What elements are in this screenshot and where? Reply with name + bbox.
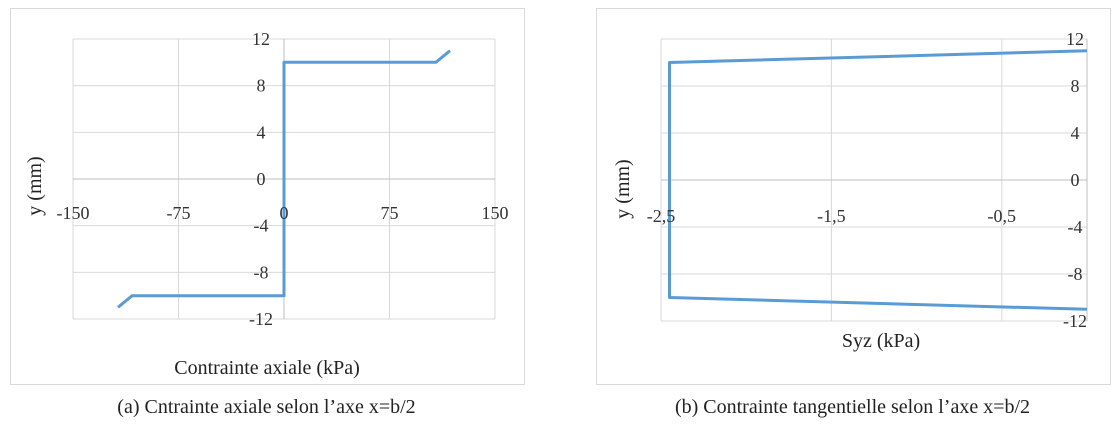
chart-b-y-tick-label: 0: [1071, 170, 1080, 190]
caption-a: (a) Cntrainte axiale selon l’axe x=b/2: [117, 396, 416, 418]
chart-b-zero-lines: [661, 39, 1088, 321]
chart-a-x-tick-label: -150: [57, 203, 90, 223]
chart-b-x-tick-labels: -2,5 -1,5 -0,5: [647, 206, 1016, 226]
chart-b-y-tick-label: 12: [1066, 29, 1084, 49]
chart-b-x-tick-label: -2,5: [647, 206, 676, 226]
chart-b-x-tick-label: -0,5: [988, 206, 1017, 226]
chart-b-series-line: [668, 49, 1088, 311]
chart-a-y-tick-labels: 12 8 4 0 -4 -8 -12: [249, 29, 273, 329]
chart-a-x-axis-title: Contrainte axiale (kPa): [174, 357, 360, 379]
chart-a-y-tick-label: -8: [254, 262, 269, 282]
chart-b-x-axis-title: Syz (kPa): [842, 330, 920, 352]
chart-b-area: 12 8 4 0 -4 -8 -12 -2,5 -1,5 -0,5 Syz (kPa) y (m…: [596, 8, 1111, 385]
chart-b-y-tick-label: -12: [1063, 311, 1087, 331]
chart-b-y-tick-labels: 12 8 4 0 -4 -8 -12: [1063, 29, 1087, 331]
chart-a-x-tick-label: 150: [482, 203, 509, 223]
chart-b-y-tick-label: -4: [1068, 217, 1083, 237]
chart-a-svg: 12 8 4 0 -4 -8 -12 -150 -75 0 75 150 Contrainte ax…: [24, 29, 509, 379]
chart-a-y-tick-label: -12: [249, 309, 273, 329]
chart-a-x-tick-labels: -150 -75 0 75 150: [57, 203, 509, 223]
chart-b-y-tick-label: 4: [1071, 123, 1080, 143]
chart-a-area: 12 8 4 0 -4 -8 -12 -150 -75 0 75 150 Contrainte ax…: [10, 8, 525, 385]
chart-b-y-tick-label: 8: [1071, 76, 1080, 96]
chart-a-x-tick-label: 0: [280, 203, 289, 223]
chart-a-y-axis-title: y (mm): [24, 156, 46, 215]
chart-a-x-tick-label: 75: [381, 203, 399, 223]
chart-a-y-tick-label: 0: [257, 169, 266, 189]
chart-a-y-tick-label: 4: [257, 122, 266, 142]
chart-a-y-tick-label: -4: [254, 216, 269, 236]
chart-b-svg: 12 8 4 0 -4 -8 -12 -2,5 -1,5 -0,5 Syz (kPa) y (m…: [612, 29, 1088, 352]
chart-b-y-axis-title: y (mm): [612, 159, 634, 218]
chart-a-x-tick-label: -75: [167, 203, 191, 223]
chart-a-y-tick-label: 12: [252, 29, 270, 49]
chart-a-y-tick-label: 8: [257, 76, 266, 96]
chart-a-series-line: [117, 49, 451, 309]
chart-b-y-tick-label: -8: [1068, 264, 1083, 284]
caption-b: (b) Contrainte tangentielle selon l’axe …: [674, 396, 1031, 418]
chart-b-x-tick-label: -1,5: [817, 206, 846, 226]
